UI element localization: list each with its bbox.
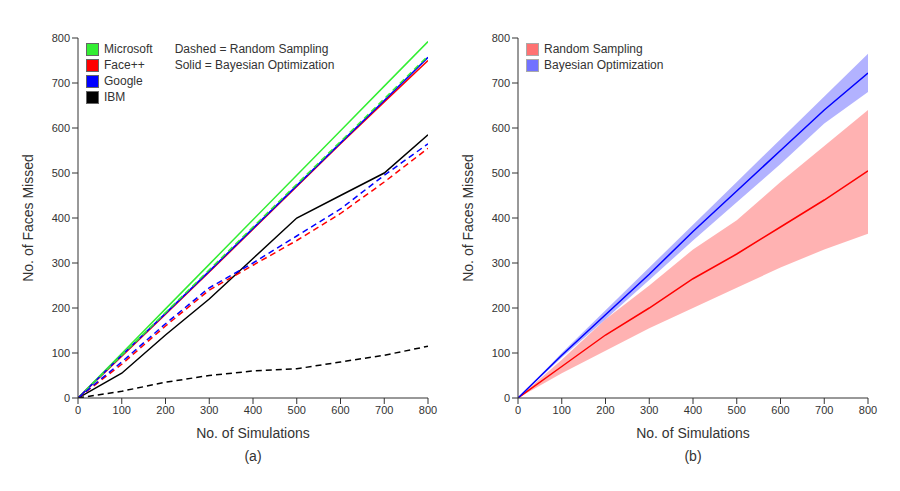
svg-text:400: 400 <box>244 404 262 416</box>
svg-text:600: 600 <box>771 404 789 416</box>
svg-text:800: 800 <box>492 32 510 44</box>
svg-text:No. of Simulations: No. of Simulations <box>636 425 750 441</box>
svg-text:100: 100 <box>52 347 70 359</box>
svg-text:600: 600 <box>331 404 349 416</box>
svg-text:100: 100 <box>553 404 571 416</box>
html-text:IBM: IBM <box>104 90 126 104</box>
html-text:(b): (b) <box>684 448 702 464</box>
html-text:Microsoft: Microsoft <box>104 42 153 56</box>
svg-text:100: 100 <box>113 404 131 416</box>
svg-text:700: 700 <box>492 77 510 89</box>
svg-text:500: 500 <box>52 167 70 179</box>
svg-text:400: 400 <box>684 404 702 416</box>
html-text:(a): (a) <box>244 448 262 464</box>
svg-text:300: 300 <box>200 404 218 416</box>
svg-text:100: 100 <box>492 347 510 359</box>
svg-text:0: 0 <box>64 392 70 404</box>
html-text:Solid = Bayesian Optimization: Solid = Bayesian Optimization <box>174 58 335 72</box>
svg-text:No. of Faces Missed: No. of Faces Missed <box>460 154 476 282</box>
svg-text:300: 300 <box>640 404 658 416</box>
html-text:Dashed = Random Sampling: Dashed = Random Sampling <box>174 42 329 56</box>
html-text:Google: Google <box>104 74 143 88</box>
svg-text:400: 400 <box>492 212 510 224</box>
svg-text:0: 0 <box>504 392 510 404</box>
svg-text:No. of Simulations: No. of Simulations <box>196 425 310 441</box>
svg-text:500: 500 <box>728 404 746 416</box>
svg-text:700: 700 <box>375 404 393 416</box>
svg-text:0: 0 <box>515 404 521 416</box>
svg-text:200: 200 <box>156 404 174 416</box>
html-text:Bayesian Optimization: Bayesian Optimization <box>544 58 664 72</box>
svg-text:200: 200 <box>492 302 510 314</box>
svg-text:700: 700 <box>815 404 833 416</box>
svg-text:600: 600 <box>492 122 510 134</box>
svg-text:500: 500 <box>492 167 510 179</box>
svg-text:800: 800 <box>419 404 437 416</box>
svg-text:300: 300 <box>492 257 510 269</box>
svg-text:300: 300 <box>52 257 70 269</box>
svg-text:600: 600 <box>52 122 70 134</box>
html-text:Face++: Face++ <box>104 58 145 72</box>
svg-text:500: 500 <box>288 404 306 416</box>
svg-text:800: 800 <box>859 404 877 416</box>
svg-text:200: 200 <box>596 404 614 416</box>
html-text:Random Sampling: Random Sampling <box>544 42 643 56</box>
svg-text:No. of Faces Missed: No. of Faces Missed <box>20 154 36 282</box>
svg-text:200: 200 <box>52 302 70 314</box>
svg-text:400: 400 <box>52 212 70 224</box>
svg-text:800: 800 <box>52 32 70 44</box>
svg-text:0: 0 <box>75 404 81 416</box>
svg-text:700: 700 <box>52 77 70 89</box>
